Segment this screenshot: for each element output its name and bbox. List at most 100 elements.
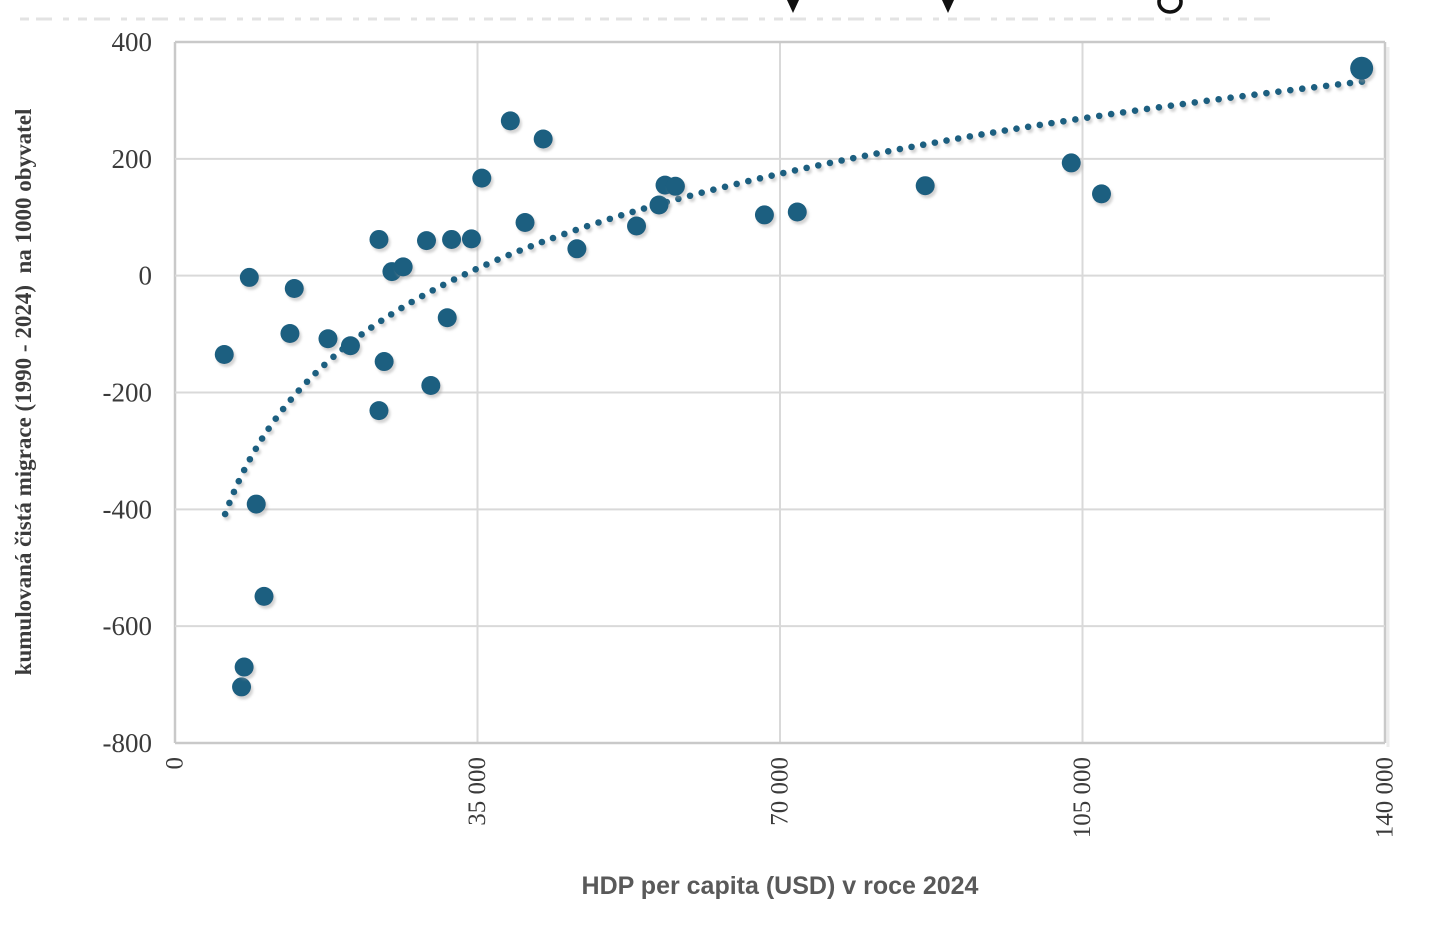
gridlines <box>173 40 1390 747</box>
trend-dot <box>675 195 682 203</box>
trend-dot <box>1203 97 1211 105</box>
trend-dot <box>606 215 614 223</box>
trend-dot <box>258 435 266 442</box>
title-descender-fragment <box>1157 0 1183 14</box>
trend-dot <box>1251 91 1258 98</box>
y-tick-label: -600 <box>103 611 153 641</box>
trend-dot <box>527 242 535 250</box>
data-point <box>340 336 360 356</box>
trend-dot <box>710 186 717 194</box>
trend-dot <box>583 222 591 230</box>
trend-dot <box>439 281 447 289</box>
trend-dot <box>1036 121 1044 129</box>
trend-dot <box>884 147 892 155</box>
trendline-dots <box>221 78 1366 518</box>
trend-dot <box>387 311 395 318</box>
x-axis-title: HDP per capita (USD) v roce 2024 <box>582 872 979 900</box>
trend-dot <box>838 157 845 164</box>
trend-dot <box>595 219 602 226</box>
trend-dot <box>1060 117 1067 125</box>
trend-dot <box>826 159 834 167</box>
y-tick-label: 200 <box>112 144 153 174</box>
trend-dot <box>629 208 636 216</box>
trend-dot <box>246 455 254 463</box>
trend-dot <box>1239 92 1246 100</box>
y-tick-label: -200 <box>103 378 153 408</box>
x-tick-label: 35 000 <box>464 757 491 826</box>
title-descender-fragment <box>787 0 799 13</box>
data-point <box>234 657 254 677</box>
trend-dot <box>483 261 490 268</box>
trend-dot <box>321 361 328 369</box>
data-point <box>214 345 234 365</box>
trend-dot <box>849 154 857 162</box>
trend-dot <box>943 137 950 144</box>
data-point <box>1061 153 1081 173</box>
trend-dot <box>235 477 243 485</box>
trend-dot <box>1107 110 1115 118</box>
data-point <box>437 308 457 328</box>
trend-dot <box>1179 100 1187 108</box>
trend-dot <box>549 234 557 242</box>
y-tick-label: -800 <box>103 728 153 758</box>
trend-dot <box>1024 123 1032 131</box>
trend-dot <box>1358 78 1366 85</box>
trend-dot <box>265 425 272 433</box>
trend-dot <box>429 287 437 294</box>
data-point <box>472 168 492 188</box>
trend-dot <box>1095 112 1103 120</box>
data-point <box>533 129 553 149</box>
trend-dot <box>791 167 799 174</box>
trend-dot <box>1346 79 1354 87</box>
data-point <box>374 352 394 372</box>
data-point <box>567 239 587 259</box>
trend-dot <box>1119 109 1127 116</box>
trend-dot <box>780 169 787 177</box>
data-point <box>627 216 647 236</box>
data-point <box>442 229 462 249</box>
trend-dot <box>733 180 740 188</box>
trend-dot <box>450 276 458 283</box>
trend-dot <box>1287 86 1294 94</box>
trend-dot <box>978 131 985 138</box>
trend-dot <box>1334 81 1342 88</box>
trend-dot <box>1072 116 1079 123</box>
trend-dot <box>330 353 337 361</box>
data-point <box>393 257 413 277</box>
trend-dot <box>954 135 962 142</box>
trend-dot <box>745 177 752 185</box>
trend-dot <box>1263 89 1270 97</box>
data-point <box>369 401 389 421</box>
data-point <box>239 267 259 287</box>
trend-dot <box>908 143 915 151</box>
data-point <box>787 202 807 222</box>
trend-dot <box>418 292 426 300</box>
trend-dot <box>1001 127 1009 134</box>
trend-dot <box>367 324 375 331</box>
data-point <box>665 176 685 196</box>
trend-dot <box>1298 85 1306 93</box>
trend-dot <box>814 162 822 169</box>
trend-dot <box>398 304 405 312</box>
trend-dot <box>1191 99 1199 106</box>
data-point <box>1350 56 1374 80</box>
data-point <box>649 195 669 215</box>
trend-dot <box>721 183 729 191</box>
y-tick-label: 0 <box>139 261 153 291</box>
trend-dot <box>640 205 648 212</box>
trend-dot <box>698 189 705 196</box>
y-tick-label: -400 <box>103 494 153 524</box>
x-tick-label: 70 000 <box>767 757 794 826</box>
trend-dot <box>561 230 568 238</box>
trend-dot <box>1083 114 1091 121</box>
trend-dot <box>617 212 625 219</box>
trend-dot <box>931 139 939 146</box>
trend-dot <box>494 256 501 264</box>
data-point <box>915 176 935 196</box>
data-point <box>284 279 304 299</box>
trend-dot <box>1227 94 1234 102</box>
trend-dot <box>461 271 469 278</box>
trend-dot <box>861 152 869 160</box>
data-point <box>421 375 441 395</box>
